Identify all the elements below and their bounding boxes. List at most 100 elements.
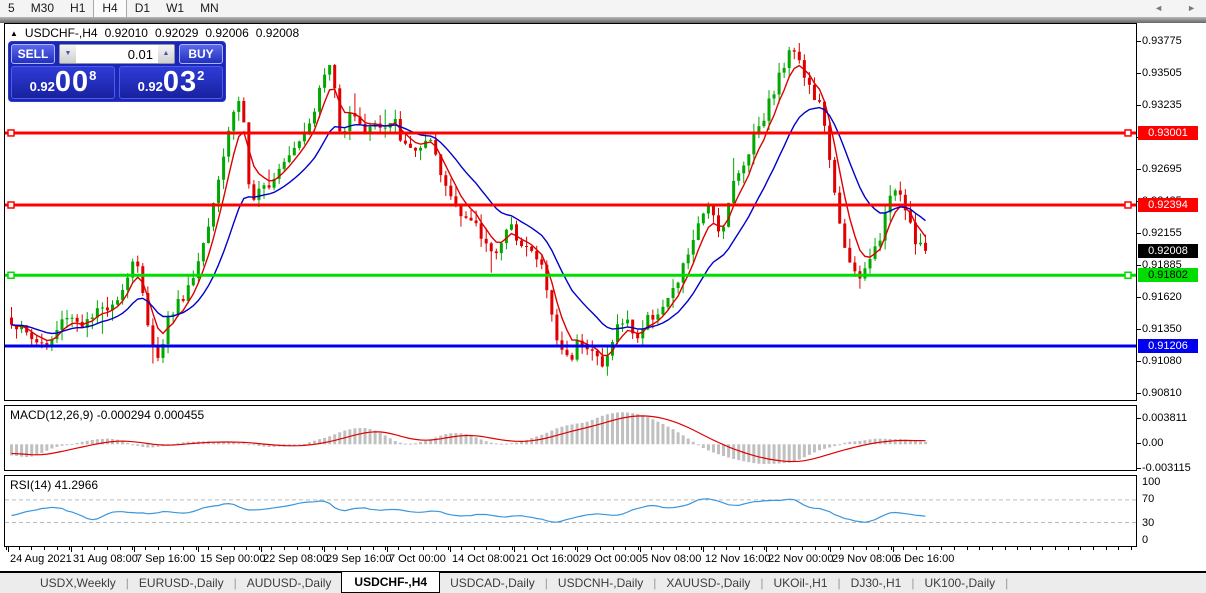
price-chart-canvas [5,43,1136,376]
buy-button[interactable]: BUY [179,44,223,64]
time-minor-tick [385,547,386,550]
candle-body [494,251,498,254]
macd-histogram-bar [328,436,332,445]
macd-histogram-bar [50,444,54,449]
tab-separator: | [1005,576,1009,590]
time-minor-tick [600,547,601,550]
macd-tick [1137,443,1141,444]
macd-histogram-bar [853,441,857,445]
price-badge-0.92394: 0.92394 [1138,198,1198,212]
macd-histogram-bar [908,440,912,445]
tab-usdx-weekly[interactable]: USDX,Weekly [40,576,116,590]
time-label: 5 Nov 08:00 [642,553,702,565]
candle-body [868,258,872,269]
time-minor-tick [208,547,209,550]
tab-usdcad-daily[interactable]: USDCAD-,Daily [450,576,535,590]
timeframe-button-m30[interactable]: M30 [30,1,55,15]
line-handle[interactable] [7,129,15,137]
buy-price-display[interactable]: 0.92 03 2 [119,66,223,99]
macd-histogram-bar [302,444,306,445]
tab-separator: | [653,576,657,590]
macd-histogram-bar [378,432,382,445]
time-minor-tick [752,547,753,550]
candle-body [65,318,69,320]
volume-up-button[interactable]: ▲ [158,45,174,63]
timeframe-button-mn[interactable]: MN [200,1,219,15]
candle-body [166,316,170,345]
candle-body [146,293,150,326]
candle-body [656,314,660,320]
line-handle[interactable] [7,201,15,209]
tab-usdcnh-daily[interactable]: USDCNH-,Daily [557,576,644,590]
time-minor-tick [676,547,677,550]
price-tick [1137,169,1141,170]
collapse-icon[interactable]: ▲ [10,28,18,38]
timeframe-button-h1[interactable]: H1 [70,1,86,15]
macd-histogram-bar [651,419,655,445]
line-handle[interactable] [1124,129,1132,137]
line-handle[interactable] [7,271,15,280]
macd-histogram-bar [116,439,120,445]
candle-body [919,242,922,245]
timeframe-button-h4[interactable]: H4 [93,0,127,17]
time-minor-tick [297,547,298,550]
tab-usdchf-h4[interactable]: USDCHF-,H4 [341,570,441,593]
sell-price-display[interactable]: 0.92 00 8 [11,66,115,99]
candle-body [151,325,155,347]
macd-histogram-bar [646,417,650,445]
time-label: 14 Oct 08:00 [452,553,515,565]
candle-body [444,175,448,186]
candle-body [701,213,705,224]
timeframe-button-d1[interactable]: D1 [134,1,151,15]
candle-body [141,266,145,293]
macd-histogram-bar [75,442,79,445]
timeframe-button-5[interactable]: 5 [8,1,15,15]
ohlc-low: 0.92006 [205,26,249,40]
candle-body [605,355,609,367]
macd-histogram-bar [671,429,675,445]
timeframe-button-w1[interactable]: W1 [166,1,185,15]
line-handle[interactable] [1124,271,1132,280]
volume-down-button[interactable]: ▼ [60,45,76,63]
tab-uk100-daily[interactable]: UK100-,Daily [924,576,996,590]
tab-audusd-daily[interactable]: AUDUSD-,Daily [246,576,332,590]
tab-separator: | [911,576,915,590]
macd-histogram-bar [762,444,766,464]
macd-histogram-bar [307,442,311,445]
candle-body [191,278,195,286]
tab-separator: | [125,576,129,590]
macd-histogram-bar [580,422,584,445]
candle-body [812,84,816,100]
macd-histogram-bar [353,428,357,445]
tab-scroll-left-icon[interactable]: ◄ [1154,3,1164,13]
tab-scroll-right-icon[interactable]: ► [1187,3,1196,13]
time-minor-tick [1068,547,1069,550]
line-handle[interactable] [1124,201,1132,209]
tab-dj30-h1[interactable]: DJ30-,H1 [850,576,902,590]
time-axis: 24 Aug 2021 31 Aug 08:00 7 Sep 16:00 15 Sep… [0,547,1206,571]
tab-scroll-controls: ◄ ► [1154,3,1196,13]
macd-histogram-bar [676,432,680,445]
macd-histogram-bar [363,428,367,445]
macd-histogram-bar [65,444,69,446]
candle-body [131,261,135,278]
volume-input[interactable] [76,45,158,63]
macd-histogram-bar [686,438,690,445]
macd-histogram-bar [636,414,640,445]
tab-xauusd-daily[interactable]: XAUUSD-,Daily [666,576,751,590]
candle-body [156,346,160,358]
time-minor-tick [31,547,32,550]
sell-button[interactable]: SELL [11,44,55,64]
tab-ukoil-h1[interactable]: UKOil-,H1 [773,576,828,590]
macd-canvas [10,412,928,464]
candle-body [242,101,246,123]
macd-histogram-bar [767,444,771,464]
candle-body [853,262,857,272]
candle-body [737,173,741,181]
time-major-tick [324,547,325,552]
price-badge-0.91802: 0.91802 [1138,268,1198,282]
tab-eurusd-daily[interactable]: EURUSD-,Daily [138,576,224,590]
time-minor-tick [663,547,664,550]
macd-histogram-bar [787,444,791,463]
macd-histogram-bar [833,444,837,447]
